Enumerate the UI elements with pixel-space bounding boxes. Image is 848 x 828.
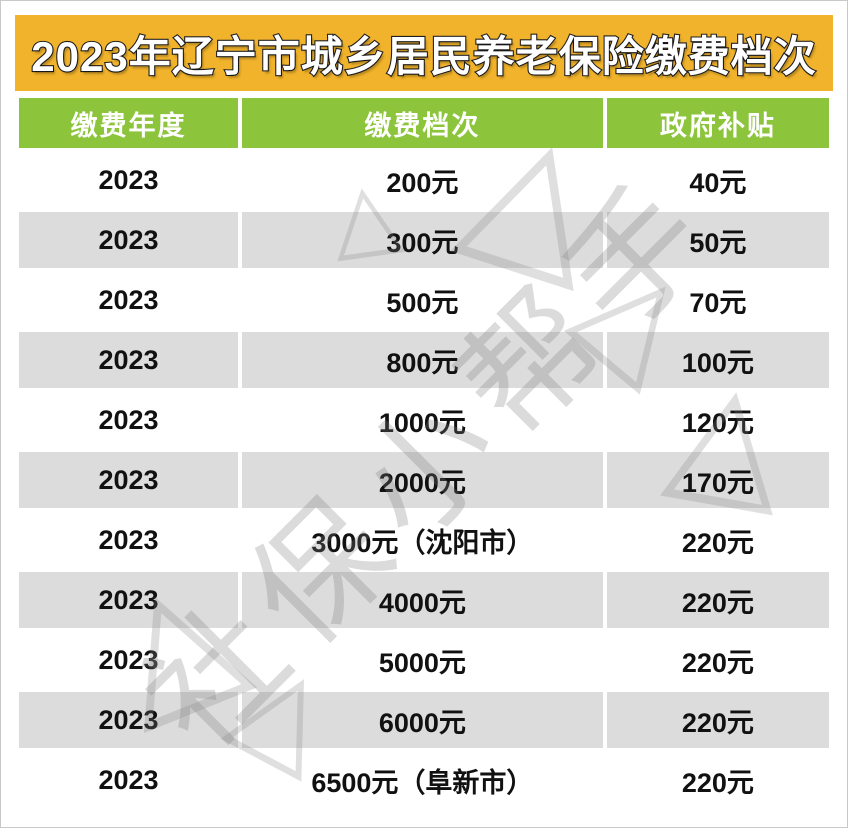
cell-tier: 500元 bbox=[238, 268, 607, 332]
table-row: 2023 4000元 220元 bbox=[14, 568, 834, 632]
table-row: 2023 6000元 220元 bbox=[14, 688, 834, 752]
cell-tier: 300元 bbox=[238, 208, 607, 272]
cell-tier: 800元 bbox=[238, 328, 607, 392]
cell-year: 2023 bbox=[14, 208, 243, 272]
table-row: 2023 2000元 170元 bbox=[14, 448, 834, 512]
cell-subsidy: 40元 bbox=[602, 148, 834, 212]
cell-subsidy: 220元 bbox=[602, 568, 834, 632]
cell-tier: 6500元（阜新市） bbox=[238, 748, 607, 812]
table-row: 2023 6500元（阜新市） 220元 bbox=[14, 748, 834, 812]
cell-tier: 6000元 bbox=[238, 688, 607, 752]
cell-subsidy: 120元 bbox=[602, 388, 834, 452]
table-header: 缴费年度 缴费档次 政府补贴 bbox=[14, 94, 834, 152]
cell-year: 2023 bbox=[14, 628, 243, 692]
cell-year: 2023 bbox=[14, 568, 243, 632]
page-title: 2023年辽宁市城乡居民养老保险缴费档次 bbox=[30, 31, 817, 80]
cell-year: 2023 bbox=[14, 448, 243, 512]
table-row: 2023 200元 40元 bbox=[14, 148, 834, 212]
cell-year: 2023 bbox=[14, 388, 243, 452]
table-row: 2023 800元 100元 bbox=[14, 328, 834, 392]
cell-year: 2023 bbox=[14, 748, 243, 812]
cell-year: 2023 bbox=[14, 268, 243, 332]
cell-tier: 1000元 bbox=[238, 388, 607, 452]
cell-subsidy: 100元 bbox=[602, 328, 834, 392]
cell-year: 2023 bbox=[14, 688, 243, 752]
table-row: 2023 300元 50元 bbox=[14, 208, 834, 272]
cell-tier: 3000元（沈阳市） bbox=[238, 508, 607, 572]
cell-tier: 200元 bbox=[238, 148, 607, 212]
cell-subsidy: 220元 bbox=[602, 688, 834, 752]
table-row: 2023 1000元 120元 bbox=[14, 388, 834, 452]
column-header-year: 缴费年度 bbox=[14, 94, 243, 152]
cell-year: 2023 bbox=[14, 508, 243, 572]
cell-subsidy: 170元 bbox=[602, 448, 834, 512]
header-row: 缴费年度 缴费档次 政府补贴 bbox=[14, 94, 834, 152]
cell-subsidy: 220元 bbox=[602, 508, 834, 572]
column-header-subsidy: 政府补贴 bbox=[602, 94, 834, 152]
cell-subsidy: 70元 bbox=[602, 268, 834, 332]
table-row: 2023 5000元 220元 bbox=[14, 628, 834, 692]
cell-tier: 4000元 bbox=[238, 568, 607, 632]
cell-tier: 2000元 bbox=[238, 448, 607, 512]
column-header-tier: 缴费档次 bbox=[238, 94, 607, 152]
cell-tier: 5000元 bbox=[238, 628, 607, 692]
cell-subsidy: 50元 bbox=[602, 208, 834, 272]
pension-tier-table: 缴费年度 缴费档次 政府补贴 2023 200元 40元 2023 300元 5… bbox=[14, 94, 834, 812]
cell-year: 2023 bbox=[14, 148, 243, 212]
table-body: 2023 200元 40元 2023 300元 50元 2023 500元 70… bbox=[14, 148, 834, 812]
cell-subsidy: 220元 bbox=[602, 748, 834, 812]
title-bar: 2023年辽宁市城乡居民养老保险缴费档次 bbox=[15, 15, 833, 91]
table-row: 2023 3000元（沈阳市） 220元 bbox=[14, 508, 834, 572]
table-row: 2023 500元 70元 bbox=[14, 268, 834, 332]
cell-year: 2023 bbox=[14, 328, 243, 392]
cell-subsidy: 220元 bbox=[602, 628, 834, 692]
